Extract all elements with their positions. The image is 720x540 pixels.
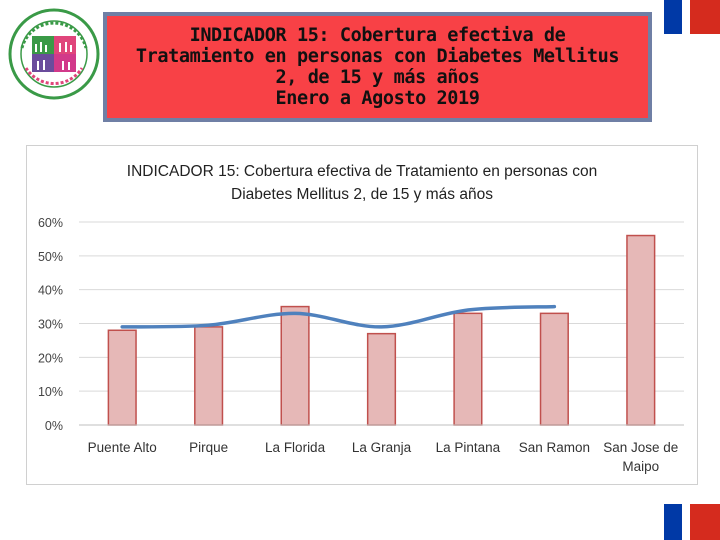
logo-ring-text-top (20, 21, 88, 49)
chart-title-line-2: Diabetes Mellitus 2, de 15 y más años (231, 186, 493, 203)
y-tick-label: 30% (38, 318, 63, 332)
x-tick-label: La Pintana (436, 440, 501, 455)
x-axis: Puente Alto Pirque La Florida La Granja La P… (79, 424, 684, 474)
logo-ring-text-bottom (24, 67, 84, 86)
slide-title-line-3: 2, de 15 y más años (275, 67, 480, 88)
trend-series (120, 304, 557, 329)
slide-title-line-2: Tratamiento en personas con Diabetes Mel… (135, 46, 620, 67)
flag-red-block (690, 0, 720, 34)
slide-title-line-1: INDICADOR 15: Cobertura efectiva de (189, 25, 566, 46)
x-tick-label: Maipo (622, 459, 659, 474)
bar-san-ramon (539, 312, 569, 426)
y-tick-label: 20% (38, 351, 63, 365)
y-axis: 0% 10% 20% 30% 40% 50% 60% (38, 216, 63, 433)
logo-people-figures (35, 42, 72, 70)
bar-puente-alto (107, 329, 137, 426)
y-tick-label: 10% (38, 385, 63, 399)
bar-la-granja (366, 332, 397, 426)
bar-pirque (194, 326, 224, 426)
bar-san-jose-de-maipo (626, 234, 656, 426)
bar-chart: INDICADOR 15: Cobertura efectiva de Trat… (38, 163, 684, 474)
x-tick-label: San Jose de (603, 440, 678, 455)
flag-red-block-bottom (690, 504, 720, 540)
y-tick-label: 40% (38, 284, 63, 298)
flag-white-block (682, 0, 690, 34)
chile-flag-stripe-bottom (664, 504, 720, 540)
slide-title-box: INDICADOR 15: Cobertura efectiva de Trat… (103, 12, 652, 122)
y-tick-label: 0% (45, 419, 63, 433)
x-tick-label: La Florida (265, 440, 326, 455)
bar-series (107, 234, 656, 426)
logo-quadrant-magenta (54, 54, 76, 72)
chart-title-line-1: INDICADOR 15: Cobertura efectiva de Trat… (127, 163, 597, 180)
y-tick-label: 50% (38, 250, 63, 264)
chart-container: INDICADOR 15: Cobertura efectiva de Trat… (26, 145, 698, 485)
bar-la-florida (280, 305, 310, 426)
x-tick-label: San Ramon (519, 440, 590, 455)
x-tick-label: La Granja (352, 440, 412, 455)
logo-quadrant-green (32, 36, 54, 54)
x-tick-label: Pirque (189, 440, 228, 455)
flag-white-block-bottom (682, 504, 690, 540)
x-tick-label: Puente Alto (88, 440, 157, 455)
bar-la-pintana (453, 312, 483, 426)
trend-line (120, 304, 557, 329)
chile-flag-stripe-top (664, 0, 720, 34)
flag-blue-block-bottom (664, 504, 682, 540)
flag-blue-block (664, 0, 682, 34)
slide-title-line-4: Enero a Agosto 2019 (275, 88, 480, 109)
institution-logo (8, 8, 100, 100)
y-tick-label: 60% (38, 216, 63, 230)
